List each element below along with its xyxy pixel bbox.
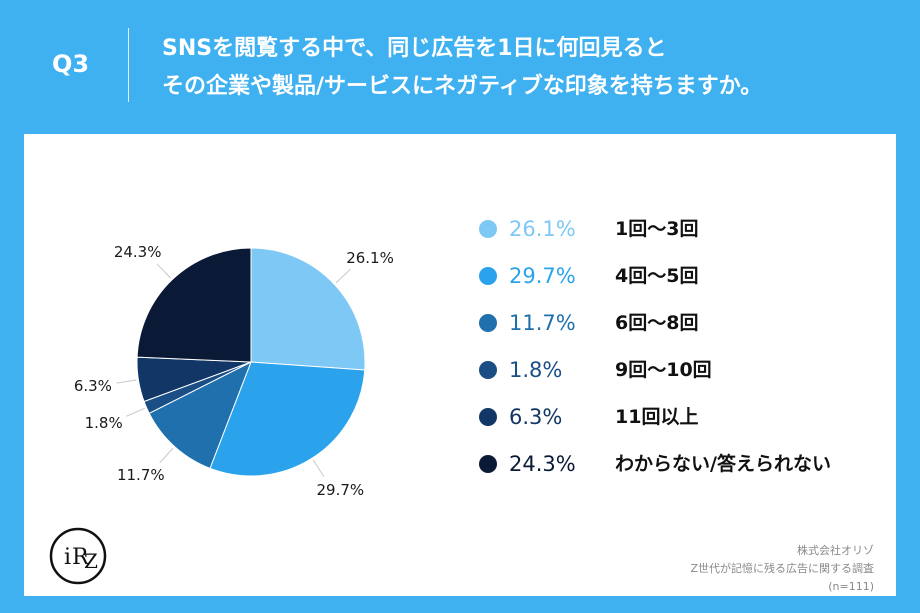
legend-item: 29.7% 4回～5回	[479, 261, 899, 291]
question-line-2: その企業や製品/サービスにネガティブな印象を持ちますか。	[162, 74, 763, 99]
pie-label-6: 24.3%	[113, 243, 162, 262]
pie-slice-6	[136, 247, 252, 363]
legend-marker	[479, 408, 497, 426]
legend-marker	[479, 361, 497, 379]
legend-value: 11.7%	[509, 311, 576, 335]
source-sample: (n=111)	[828, 580, 874, 593]
source-company: 株式会社オリゾ	[797, 544, 874, 557]
legend-marker	[479, 267, 497, 285]
leader-line-1	[335, 268, 351, 284]
source-survey: Z世代が記憶に残る広告に関する調査	[690, 562, 874, 575]
legend-marker	[479, 220, 497, 238]
svg-text:R: R	[72, 545, 90, 570]
legend-value: 24.3%	[509, 452, 576, 476]
legend-marker	[479, 455, 497, 473]
legend-marker	[479, 314, 497, 332]
legend-category: わからない/答えられない	[615, 453, 831, 475]
legend-category: 9回～10回	[615, 359, 712, 381]
legend-category: 1回～3回	[615, 218, 699, 240]
header-divider	[128, 28, 129, 102]
legend-item: 11.7% 6回～8回	[479, 308, 899, 338]
question-label: Q3	[52, 50, 90, 78]
legend-category: 6回～8回	[615, 312, 699, 334]
pie-label-4: 1.8%	[84, 413, 123, 432]
pie-slice-3	[148, 360, 252, 470]
svg-text:Z: Z	[84, 549, 98, 573]
legend-item: 1.8% 9回～10回	[479, 355, 899, 385]
question-text: SNSを閲覧する中で、同じ広告を1日に何回見ると その企業や製品/サービスにネガ…	[162, 30, 902, 106]
question-line-1: SNSを閲覧する中で、同じ広告を1日に何回見ると	[162, 36, 667, 61]
chart-card: 26.1% 29.7% 11.7% 1.8% 6.3% 24.3% 26.1% 1回～3回 2…	[24, 134, 896, 596]
legend-item: 24.3% わからない/答えられない	[479, 449, 899, 479]
pie-slice-1	[250, 247, 366, 371]
legend-value: 29.7%	[509, 264, 576, 288]
legend-value: 26.1%	[509, 217, 576, 241]
pie-slice-2	[209, 361, 366, 477]
leader-line-5	[116, 379, 137, 384]
svg-text:i: i	[64, 545, 71, 570]
leader-line-2	[312, 459, 325, 478]
pie-label-1: 26.1%	[346, 249, 394, 268]
company-logo: i R Z	[46, 524, 110, 588]
leader-line-6	[156, 263, 172, 279]
legend-value: 1.8%	[509, 358, 563, 382]
legend-category: 11回以上	[615, 406, 699, 428]
pie-chart	[116, 247, 366, 478]
legend-value: 6.3%	[509, 405, 563, 429]
header: Q3 SNSを閲覧する中で、同じ広告を1日に何回見ると その企業や製品/サービス…	[0, 0, 920, 130]
pie-label-2: 29.7%	[316, 481, 365, 500]
source-note: 株式会社オリゾ Z世代が記憶に残る広告に関する調査 (n=111)	[690, 542, 874, 596]
legend-category: 4回～5回	[615, 265, 699, 287]
pie-label-5: 6.3%	[73, 376, 112, 395]
legend-item: 6.3% 11回以上	[479, 402, 899, 432]
pie-label-3: 11.7%	[116, 465, 165, 484]
legend-item: 26.1% 1回～3回	[479, 214, 899, 244]
leader-line-3	[159, 447, 174, 464]
leader-line-4	[126, 407, 145, 417]
